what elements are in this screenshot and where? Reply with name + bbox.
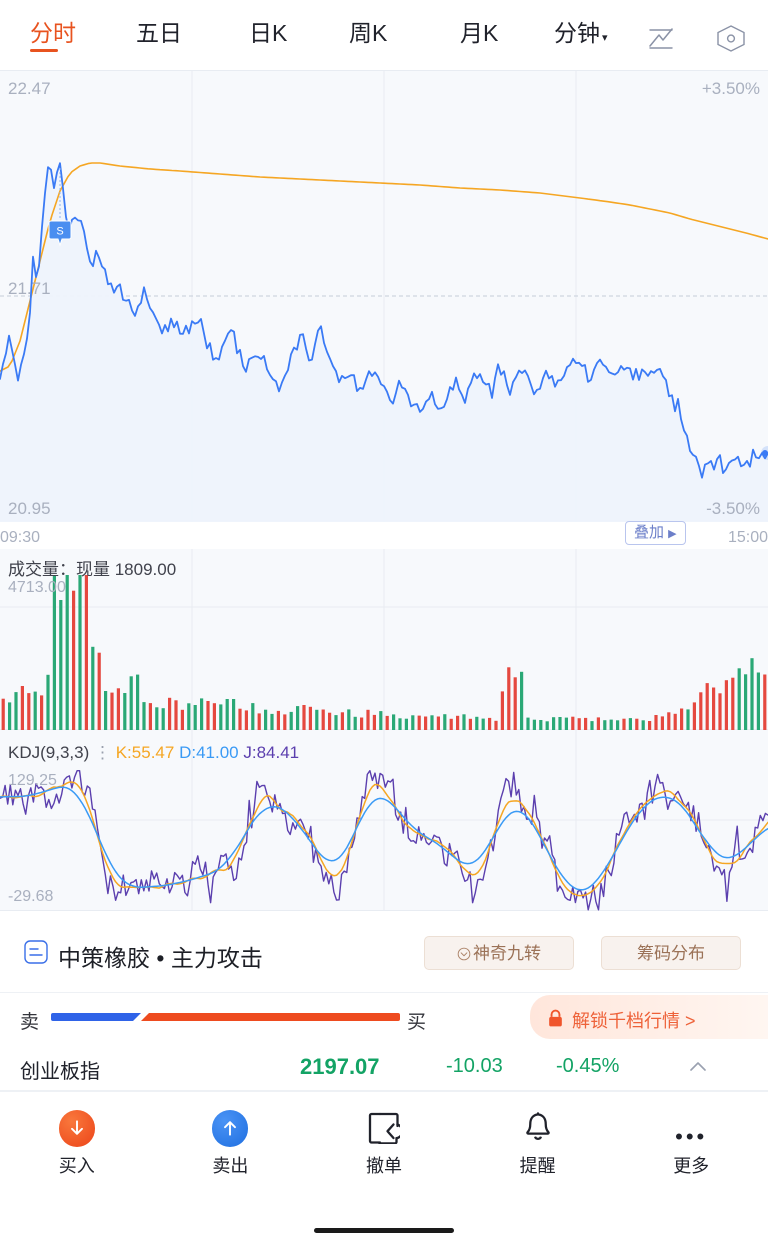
svg-text:S: S — [56, 226, 63, 238]
